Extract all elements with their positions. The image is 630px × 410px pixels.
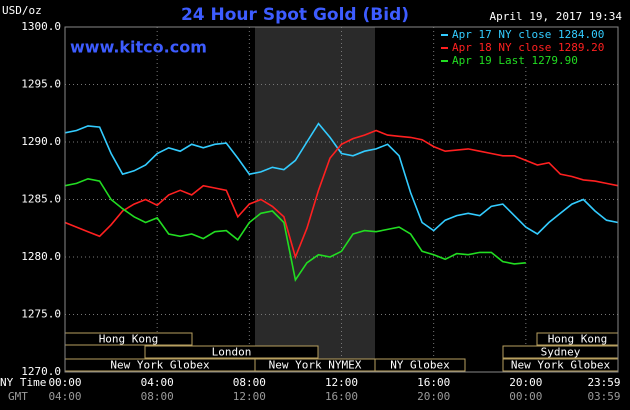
x-tick-label: 00:00 xyxy=(48,376,81,389)
x-tick-label-gmt: 16:00 xyxy=(325,390,358,403)
x-tick-label-gmt: 04:00 xyxy=(48,390,81,403)
x-tick-label-gmt: 12:00 xyxy=(233,390,266,403)
price-line xyxy=(64,177,526,283)
plot-frame xyxy=(64,26,619,373)
timestamp: April 19, 2017 19:34 xyxy=(490,10,623,23)
y-tick-label: 1300.0 xyxy=(21,20,61,33)
y-axis-label: USD/oz xyxy=(2,4,42,17)
y-tick-label: 1270.0 xyxy=(21,365,61,378)
y-tick-label: 1290.0 xyxy=(21,135,61,148)
x-tick-label-gmt: 00:00 xyxy=(509,390,542,403)
price-line xyxy=(64,122,619,236)
session-label: Sydney xyxy=(541,346,581,359)
session-label: London xyxy=(212,346,252,359)
x-label-gmt: GMT xyxy=(8,390,28,403)
session-label: New York Globex xyxy=(110,359,210,372)
session-label: Hong Kong xyxy=(548,333,608,346)
x-tick-label-gmt: 03:59 xyxy=(587,390,620,403)
session-box xyxy=(144,345,319,359)
y-tick-label: 1275.0 xyxy=(21,308,61,321)
y-tick-label: 1295.0 xyxy=(21,78,61,91)
site: www.kitco.com xyxy=(70,38,207,57)
session-label: New York NYMEX xyxy=(269,359,362,372)
session-label: NY Globex xyxy=(390,359,450,372)
x-tick-label: 16:00 xyxy=(417,376,450,389)
x-tick-label: 08:00 xyxy=(233,376,266,389)
x-tick-label: 12:00 xyxy=(325,376,358,389)
legend-box xyxy=(437,27,620,67)
x-label-ny: NY Time xyxy=(0,376,46,389)
session-label: Hong Kong xyxy=(99,333,159,346)
session-box xyxy=(374,358,466,372)
session-label: New York Globex xyxy=(511,359,611,372)
x-tick-label-gmt: 08:00 xyxy=(141,390,174,403)
legend-label: Apr 17 NY close 1284.00 xyxy=(452,28,604,41)
y-tick-label: 1285.0 xyxy=(21,193,61,206)
x-tick-label: 20:00 xyxy=(509,376,542,389)
legend-label: Apr 18 NY close 1289.20 xyxy=(452,41,604,54)
y-tick-label: 1280.0 xyxy=(21,250,61,263)
chart-title: 24 Hour Spot Gold (Bid) xyxy=(181,5,409,25)
price-line xyxy=(64,129,619,260)
legend-label: Apr 19 Last 1279.90 xyxy=(452,54,578,67)
x-tick-label: 04:00 xyxy=(141,376,174,389)
x-tick-label-gmt: 20:00 xyxy=(417,390,450,403)
x-tick-label: 23:59 xyxy=(587,376,620,389)
lines xyxy=(64,122,619,283)
